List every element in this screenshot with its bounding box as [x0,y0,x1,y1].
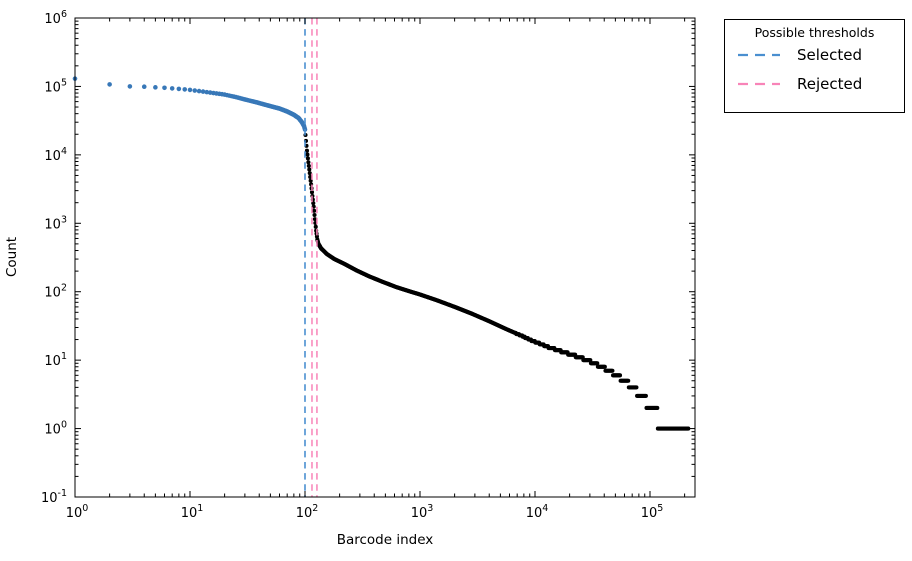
y-tick-label: 100 [44,420,67,438]
rejected-dashed-line-sample [738,82,780,85]
rejected-barcode-point [313,224,318,229]
x-tick-label: 104 [526,503,549,521]
rejected-barcode-point [311,201,316,206]
rejected-barcode-point [312,217,317,222]
rejected-barcode-point [304,148,310,153]
rejected-barcode-point [306,163,311,168]
x-tick-label: 103 [411,503,434,521]
rejected-barcode-point [634,385,639,390]
y-tick-label: 106 [44,9,67,27]
selected-barcode-point [182,87,188,92]
scatter-points [72,76,691,431]
rejected-barcode-point [309,190,315,195]
x-tick-label: 101 [181,503,204,521]
plot-frame [74,17,696,498]
rejected-barcode-point [617,373,623,378]
y-tick-label: 101 [44,351,67,369]
selected-barcode-point [107,82,112,87]
axis-ticks [74,17,695,498]
selected-barcode-point [127,84,133,89]
selected-barcode-point [141,84,147,90]
legend-label-selected: Selected [797,45,863,64]
x-tick-label: 105 [641,503,664,521]
y-tick-label: 104 [44,146,67,164]
selected-barcode-point [162,85,167,91]
rejected-barcode-point [643,393,648,398]
threshold-lines [304,18,318,497]
rejected-barcode-point [686,426,691,431]
selected-barcode-point [192,88,198,93]
rejected-barcode-point [312,212,317,218]
selected-barcode-point [200,89,206,94]
legend-box: Possible thresholds Selected Rejected [724,19,905,113]
legend-title: Possible thresholds [754,25,875,40]
legend-entry-rejected: Rejected [725,69,904,98]
y-tick-label: 10-1 [41,488,67,506]
rejected-barcode-point [610,368,615,373]
y-tick-label: 103 [44,214,67,232]
selected-barcode-point [176,86,182,92]
selected-barcode-point [153,85,158,90]
rejected-barcode-point [595,361,600,366]
rejected-barcode-point [655,405,660,411]
x-tick-label: 102 [296,503,319,521]
x-tick-label: 100 [66,503,89,521]
rejected-barcode-point [305,156,310,161]
y-tick-label: 102 [44,283,67,301]
legend-label-rejected: Rejected [797,74,863,93]
rejected-barcode-point [626,378,631,383]
y-tick-label: 105 [44,77,67,95]
selected-barcode-point [187,87,193,93]
selected-dashed-line-sample [738,53,780,56]
x-tick-labels: 100 101 102 103 104 105 [66,503,664,521]
rejected-barcode-point [307,171,312,176]
rejected-barcode-point [305,152,310,157]
legend-entry-selected: Selected [725,40,904,69]
rejected-barcode-point [307,167,312,172]
selected-barcode-point [204,89,210,95]
selected-barcode-point [169,86,175,91]
selected-barcode-point [196,88,202,94]
rejected-barcode-point [588,358,593,363]
y-tick-labels: 106 105 104 103 102 101 100 10-1 [41,9,67,506]
rejected-barcode-point [312,208,317,213]
rejected-barcode-point [602,364,607,369]
y-axis-label: Count [4,237,20,277]
x-axis-label: Barcode index [337,532,434,548]
rejected-barcode-point [306,160,311,165]
